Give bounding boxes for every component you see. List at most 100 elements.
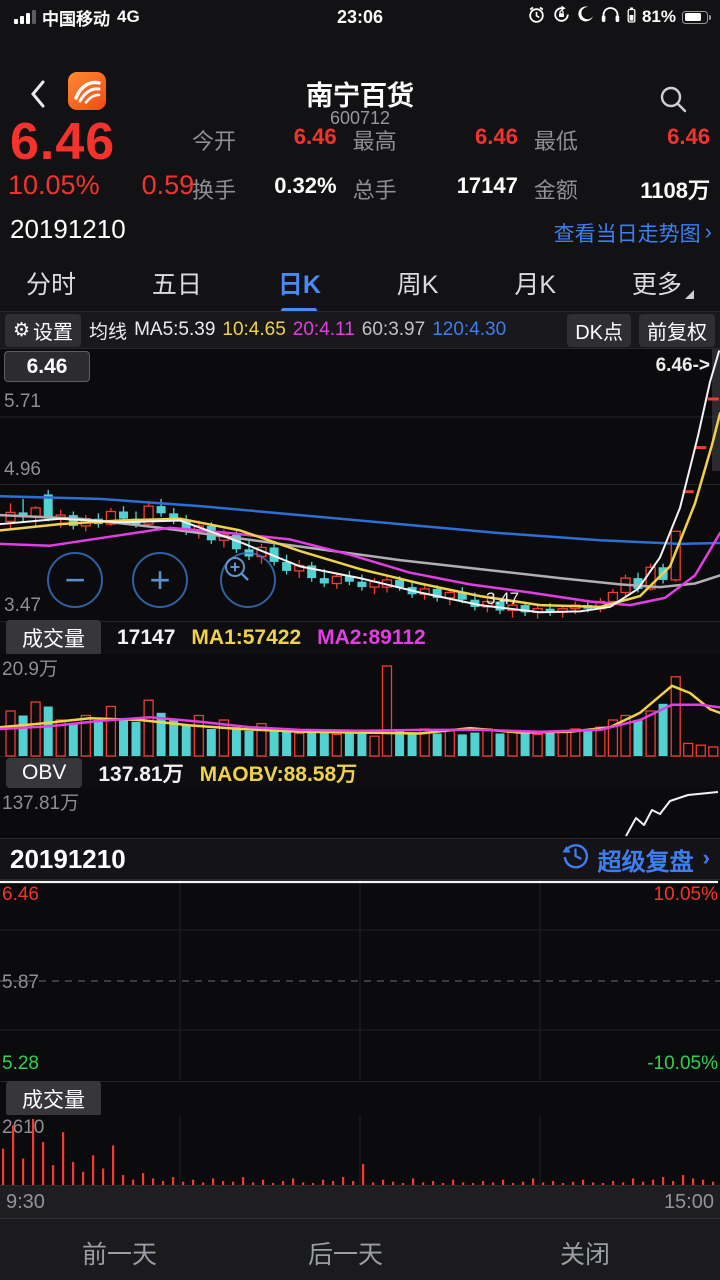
- current-price-tag: 6.46: [4, 351, 90, 382]
- low-point-annotation: 3.47: [486, 589, 520, 608]
- kline-chart[interactable]: 6.46 6.46-> 5.71 4.96 3.47 3.47 − +: [0, 349, 720, 622]
- gear-icon: ⚙: [13, 319, 31, 341]
- quote-field-label: 今开: [192, 129, 237, 154]
- obv-ma-value: MAOBV:88.58万: [199, 762, 358, 786]
- tab-日K[interactable]: 日K: [278, 265, 321, 301]
- volume-chart[interactable]: 20.9万: [0, 654, 720, 757]
- quote-field-value: 1108万: [640, 178, 710, 203]
- network-type-label: 4G: [117, 7, 140, 26]
- headphones-icon: [600, 6, 621, 28]
- zoom-out-button[interactable]: −: [47, 552, 103, 608]
- view-intraday-link[interactable]: 查看当日走势图 ›: [553, 219, 712, 247]
- stock-code-label: 600712: [329, 108, 391, 128]
- tab-label: 更多: [631, 270, 682, 299]
- tab-分时[interactable]: 分时: [26, 265, 76, 301]
- status-bar: 中国移动 4G 23:06 81%: [0, 0, 720, 30]
- obv-chart[interactable]: 137.81万: [0, 788, 720, 838]
- quote-field-label: 换手: [192, 178, 237, 203]
- tab-label: 月K: [514, 270, 557, 299]
- tab-label: 周K: [396, 270, 439, 299]
- volume-indicator-button[interactable]: 成交量: [6, 620, 101, 656]
- region-zoom-button[interactable]: [220, 552, 276, 608]
- volume-axis-max-label: 20.9万: [2, 659, 58, 680]
- tab-label: 分时: [26, 270, 77, 299]
- bottom-nav: 前一天 后一天 关闭: [0, 1218, 720, 1280]
- quote-field-今开: 今开 6.46: [192, 124, 353, 156]
- offscreen-price-hint: 6.46->: [655, 355, 710, 376]
- replay-row: 20191210 超级复盘 ›: [0, 838, 720, 880]
- tab-bar: 分时 五日 日K 周K 月K 更多: [0, 254, 720, 311]
- nav-前一天[interactable]: 前一天: [82, 1241, 158, 1269]
- quote-field-value: 6.46: [475, 124, 518, 149]
- quote-field-换手: 换手 0.32%: [192, 173, 353, 205]
- rotation-lock-icon: [552, 5, 571, 29]
- minute-chart[interactable]: 6.46 10.05% 5.87 5.28 -10.05%: [0, 880, 720, 1082]
- quote-panel: 6.46 10.05% 0.59 今开 6.46 最高 6.46 最低 6.46 换手 0.3…: [0, 110, 720, 210]
- app-header: 南宁百货 600712: [0, 30, 720, 128]
- ma-value: 60:3.97: [361, 319, 426, 340]
- forward-adjust-button[interactable]: 前复权: [639, 313, 715, 347]
- change-percent: 10.05%: [8, 170, 100, 200]
- time-start-label: 9:30: [6, 1190, 45, 1213]
- volume-indicator-row: 成交量 17147 MA1:57422 MA2:89112: [0, 620, 720, 656]
- history-clock-icon: [562, 842, 589, 876]
- tab-label: 五日: [151, 270, 202, 299]
- clock-label: 23:06: [336, 6, 384, 27]
- obv-indicator-row: OBV 137.81万 MAOBV:88.58万: [0, 757, 720, 788]
- obv-indicator-button[interactable]: OBV: [6, 757, 83, 788]
- minute-volume-chart[interactable]: 2610: [0, 1115, 720, 1185]
- nav-后一天[interactable]: 后一天: [308, 1241, 384, 1269]
- tab-更多[interactable]: 更多: [632, 265, 694, 301]
- more-caret-icon: [684, 289, 694, 299]
- ma-strip-title: 均线: [89, 321, 128, 343]
- do-not-disturb-moon-icon: [577, 6, 594, 28]
- back-button[interactable]: [30, 80, 46, 113]
- dk-point-button[interactable]: DK点: [567, 313, 631, 347]
- minute-volume-indicator-button[interactable]: 成交量: [6, 1080, 101, 1117]
- nav-关闭[interactable]: 关闭: [560, 1241, 611, 1269]
- minute-low-label: 5.28: [2, 1053, 39, 1074]
- search-icon[interactable]: [658, 84, 688, 119]
- tab-周K[interactable]: 周K: [397, 265, 439, 301]
- ma-values-strip: 均线 MA5:5.39 10:4.65 20:4.11 60:3.97 120:4.30: [89, 317, 506, 344]
- settings-button[interactable]: ⚙ 设置: [5, 313, 82, 347]
- obv-canvas[interactable]: [0, 788, 720, 838]
- current-price: 6.46: [10, 113, 116, 171]
- quote-field-value: 6.46: [667, 124, 710, 149]
- obv-axis-label: 137.81万: [2, 793, 80, 814]
- minute-canvas[interactable]: [0, 880, 720, 1082]
- kline-canvas[interactable]: [0, 349, 720, 622]
- carrier-label: 中国移动: [42, 9, 110, 29]
- chevron-right-icon: ›: [702, 845, 710, 870]
- quote-field-label: 总手: [352, 178, 397, 203]
- chevron-right-icon: ›: [704, 219, 712, 244]
- minute-low-pct-label: -10.05%: [647, 1053, 718, 1074]
- super-replay-link[interactable]: 超级复盘 ›: [562, 842, 710, 877]
- volume-canvas[interactable]: [0, 662, 720, 757]
- quote-field-总手: 总手 17147: [353, 173, 534, 205]
- ma-value: 20:4.11: [292, 319, 355, 340]
- headphones-battery-icon: [627, 7, 636, 28]
- ma-value: 120:4.30: [432, 319, 507, 340]
- ma-value: MA5:5.39: [134, 319, 216, 340]
- obv-value: 137.81万: [98, 762, 184, 786]
- tab-五日[interactable]: 五日: [152, 265, 202, 301]
- volume-value: 17147: [117, 626, 176, 649]
- replay-date-label: 20191210: [10, 843, 126, 874]
- alarm-icon: [527, 5, 546, 29]
- quote-field-金额: 金额 1108万: [534, 173, 710, 205]
- quote-field-label: 最高: [352, 129, 397, 154]
- minute-high-pct-label: 10.05%: [653, 884, 718, 905]
- minute-volume-row: 成交量: [0, 1080, 720, 1117]
- axis-label-4-96: 4.96: [4, 459, 41, 480]
- minute-volume-canvas[interactable]: [0, 1115, 720, 1185]
- battery-icon: [682, 10, 711, 24]
- stock-name-title: 南宁百货: [306, 81, 414, 111]
- zoom-in-button[interactable]: +: [132, 552, 188, 608]
- quote-field-value: 6.46: [293, 124, 337, 149]
- app-logo[interactable]: [68, 72, 106, 110]
- tab-月K[interactable]: 月K: [514, 265, 556, 301]
- tab-label: 日K: [277, 270, 321, 299]
- plus-icon: +: [149, 559, 171, 600]
